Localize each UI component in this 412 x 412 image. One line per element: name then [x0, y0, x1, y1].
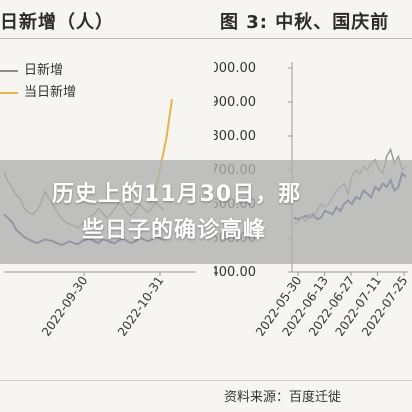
- y-tick-label: 800.00: [214, 129, 256, 144]
- legend-swatch: [0, 70, 18, 72]
- header-divider: [0, 38, 412, 39]
- legend-swatch: [0, 92, 18, 94]
- left-chart-title: 日新增（人）: [0, 12, 114, 33]
- legend-item: 当日新增: [0, 82, 76, 104]
- left-legend: 日新增 当日新增: [0, 60, 76, 104]
- y-tick-label: 900.00: [214, 95, 256, 110]
- right-chart-title: 图 3: 中秋、国庆前: [220, 12, 390, 33]
- source-note: 资料来源：百度迁徙: [224, 390, 342, 405]
- footer-divider: [0, 380, 412, 381]
- headline-banner: 历史上的11月30日，那 些日子的确诊高峰: [0, 160, 412, 264]
- legend-label: 日新增: [24, 63, 64, 78]
- x-tick-label: 2022-10-31: [115, 274, 166, 339]
- legend-label: 当日新增: [24, 85, 77, 100]
- legend-item: 日新增: [0, 60, 76, 82]
- y-tick-label: 400.00: [214, 265, 256, 280]
- x-tick-label: 2022-09-30: [39, 274, 90, 339]
- headline-line-2: 些日子的确诊高峰: [82, 218, 267, 243]
- header-bar: 日新增（人） 图 3: 中秋、国庆前: [0, 0, 412, 40]
- headline-line-1: 历史上的11月30日，那: [52, 182, 302, 207]
